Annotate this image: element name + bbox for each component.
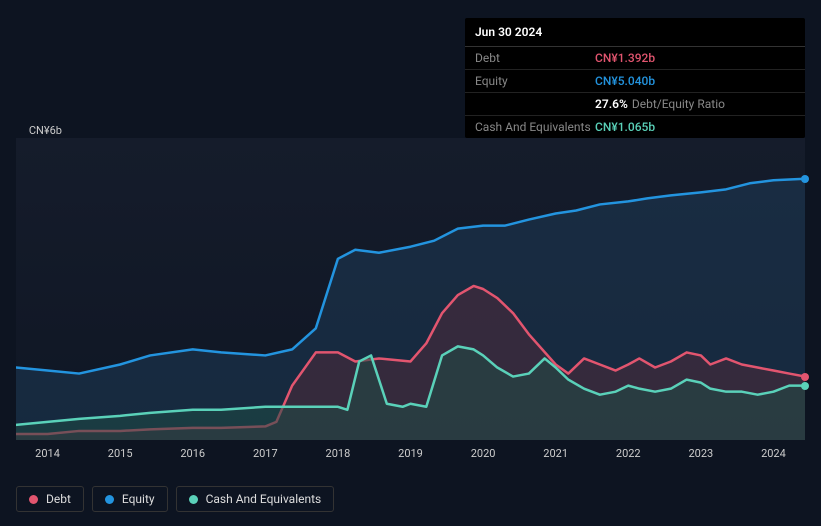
tooltip-ratio-label: Debt/Equity Ratio [632,97,725,111]
legend-label-equity: Equity [122,492,155,506]
legend-item-equity[interactable]: Equity [92,486,168,512]
plot-area[interactable] [16,138,805,440]
x-tick: 2016 [180,447,205,460]
financials-chart[interactable]: CN¥6b CN¥0 20142015201620172018201920202… [16,122,805,467]
x-tick: 2014 [35,447,60,460]
chart-legend: Debt Equity Cash And Equivalents [16,486,334,512]
tooltip-value-equity: CN¥5.040b [595,74,655,88]
tooltip-label-debt: Debt [475,51,595,65]
tooltip-row-cash: Cash And Equivalents CN¥1.065b [465,116,805,138]
x-tick: 2017 [253,447,278,460]
tooltip-ratio: 27.6% Debt/Equity Ratio [595,97,725,111]
x-tick: 2019 [398,447,423,460]
x-axis: 2014 2015 2016 2017 2018 2019 2020 2021 2022 2023… [16,447,805,467]
legend-item-debt[interactable]: Debt [16,486,84,512]
chart-svg [16,138,805,440]
end-marker-equity [801,175,809,183]
x-tick: 2018 [326,447,351,460]
legend-label-debt: Debt [46,492,71,506]
tooltip-row-equity: Equity CN¥5.040b [465,70,805,93]
x-tick: 2020 [471,447,496,460]
legend-item-cash[interactable]: Cash And Equivalents [176,486,335,512]
tooltip-label-equity: Equity [475,74,595,88]
tooltip-row-ratio: 27.6% Debt/Equity Ratio [465,93,805,116]
tooltip-row-debt: Debt CN¥1.392b [465,47,805,70]
tooltip-ratio-value: 27.6% [595,97,628,111]
circle-icon [29,495,38,504]
x-tick: 2015 [108,447,133,460]
data-tooltip: Jun 30 2024 Debt CN¥1.392b Equity CN¥5.0… [465,18,805,138]
tooltip-label-ratio [475,97,595,111]
x-tick: 2021 [543,447,568,460]
tooltip-value-cash: CN¥1.065b [595,120,655,134]
x-tick: 2024 [761,447,786,460]
tooltip-date: Jun 30 2024 [465,18,805,47]
x-tick: 2022 [616,447,641,460]
circle-icon [189,495,198,504]
circle-icon [105,495,114,504]
end-marker-cash [801,382,809,390]
legend-label-cash: Cash And Equivalents [206,492,322,506]
x-tick: 2023 [688,447,713,460]
tooltip-label-cash: Cash And Equivalents [475,120,595,134]
end-marker-debt [801,373,809,381]
y-axis-max-label: CN¥6b [29,124,62,137]
tooltip-value-debt: CN¥1.392b [595,51,655,65]
